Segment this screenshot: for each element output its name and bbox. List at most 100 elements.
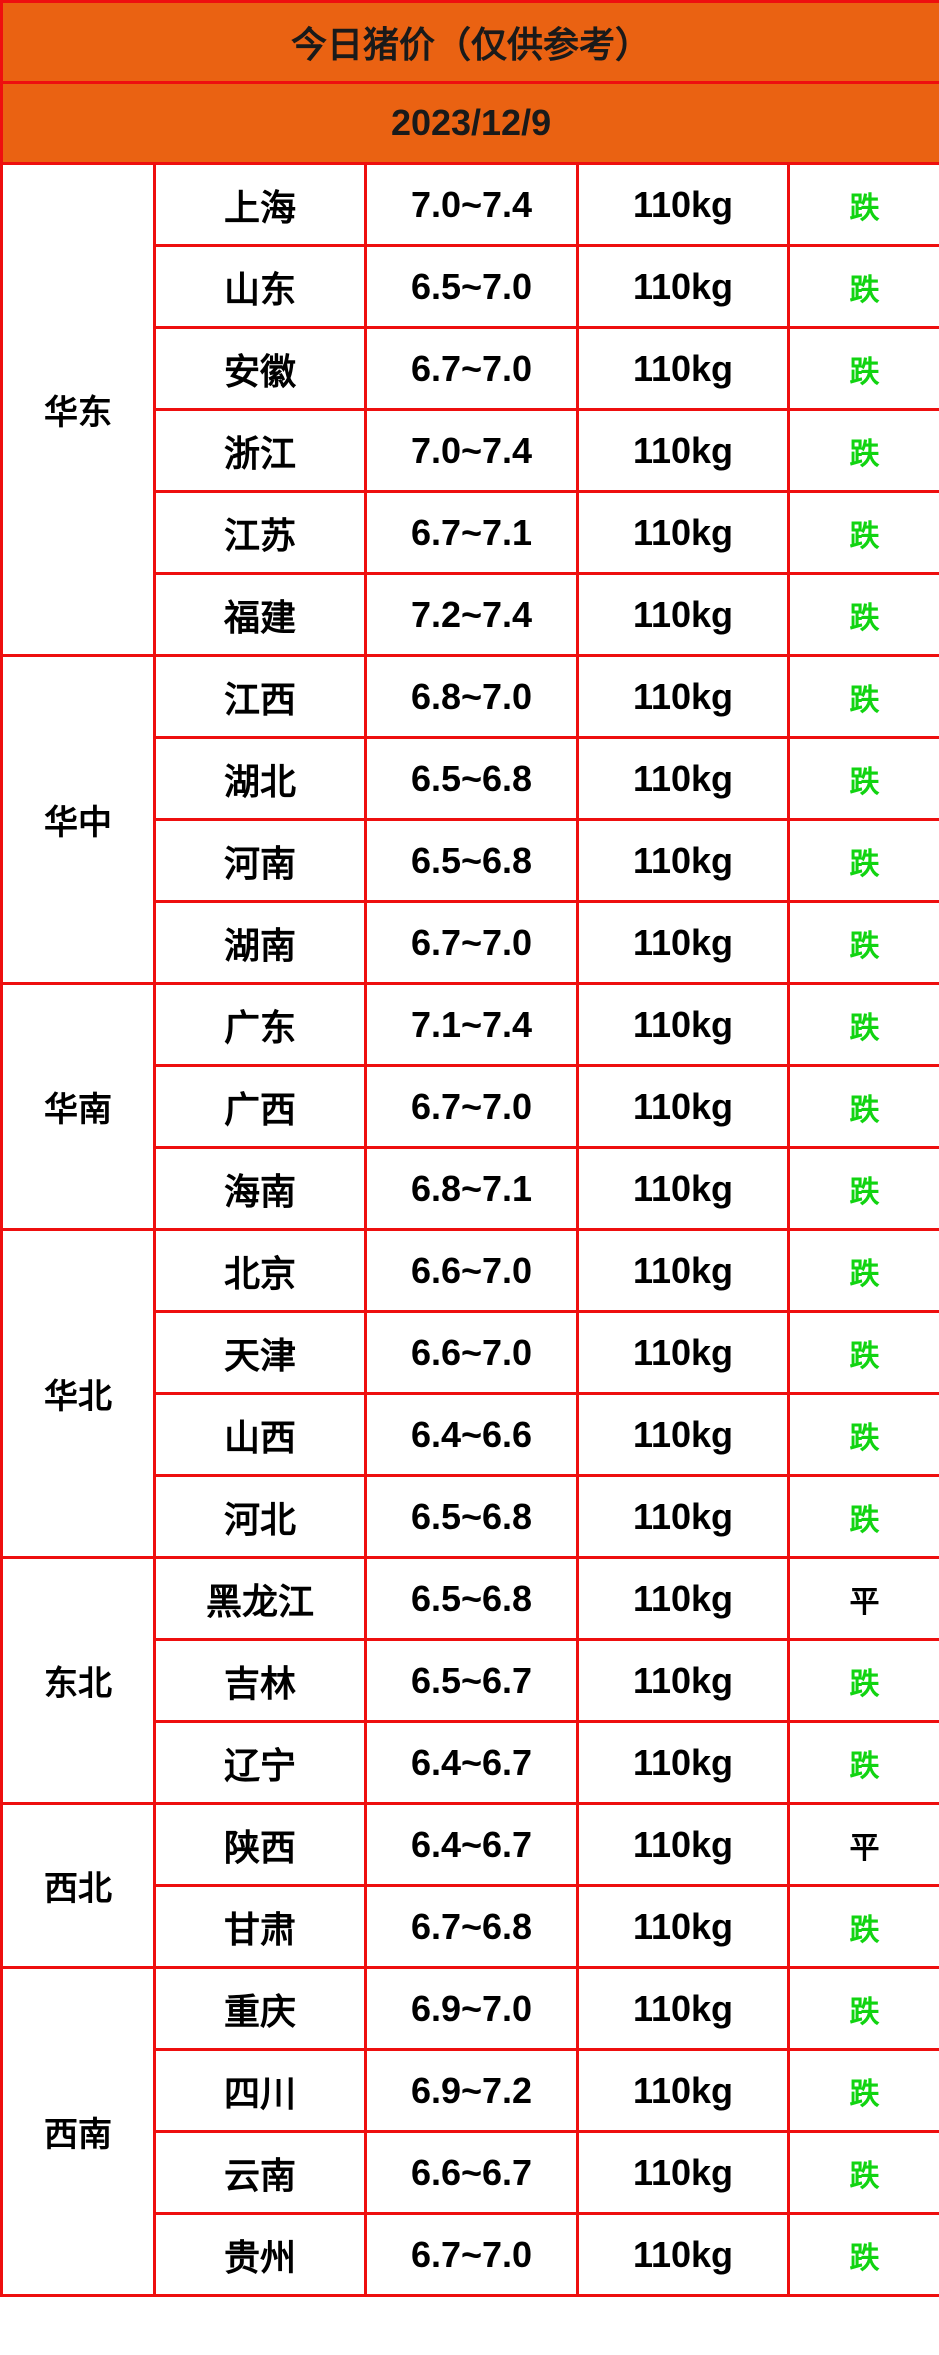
province-cell: 江苏 <box>153 490 367 575</box>
price-cell: 7.0~7.4 <box>364 162 579 247</box>
table-row: 华东 上海 7.0~7.4 110kg 跌 <box>0 162 939 657</box>
title-row: 今日猪价（仅供参考） <box>0 0 939 84</box>
province-cell: 江西 <box>153 654 367 739</box>
province-cell: 吉林 <box>153 1638 367 1723</box>
date-row: 2023/12/9 <box>0 81 939 165</box>
weight-cell: 110kg <box>576 982 790 1067</box>
trend-cell: 跌 <box>786 2048 939 2133</box>
weight-cell: 110kg <box>576 654 790 739</box>
trend-cell: 平 <box>786 1802 939 1887</box>
province-cell: 湖北 <box>153 736 367 821</box>
table-row: 湖南 6.7~7.0 110kg 跌 <box>2 900 939 985</box>
trend-cell: 跌 <box>786 1392 939 1477</box>
province-cell: 河南 <box>153 818 367 903</box>
trend-cell: 跌 <box>786 818 939 903</box>
trend-cell: 跌 <box>786 1638 939 1723</box>
price-cell: 6.5~7.0 <box>364 244 579 329</box>
province-cell: 云南 <box>153 2130 367 2215</box>
province-cell: 安徽 <box>153 326 367 411</box>
table-row: 浙江 7.0~7.4 110kg 跌 <box>2 408 939 493</box>
weight-cell: 110kg <box>576 1638 790 1723</box>
table-date: 2023/12/9 <box>0 81 939 165</box>
weight-cell: 110kg <box>576 1310 790 1395</box>
table-row: 湖北 6.5~6.8 110kg 跌 <box>2 736 939 821</box>
price-cell: 6.4~6.7 <box>364 1802 579 1887</box>
weight-cell: 110kg <box>576 162 790 247</box>
weight-cell: 110kg <box>576 2048 790 2133</box>
table-row: 华南 广东 7.1~7.4 110kg 跌 <box>0 982 939 1231</box>
price-cell: 6.7~7.0 <box>364 2212 579 2297</box>
trend-cell: 平 <box>786 1556 939 1641</box>
price-cell: 6.4~6.7 <box>364 1720 579 1805</box>
table-title: 今日猪价（仅供参考） <box>0 0 939 84</box>
table-row: 西南 重庆 6.9~7.0 110kg 跌 <box>0 1966 939 2297</box>
table-row: 安徽 6.7~7.0 110kg 跌 <box>2 326 939 411</box>
table-row: 河南 6.5~6.8 110kg 跌 <box>2 818 939 903</box>
table-row: 山东 6.5~7.0 110kg 跌 <box>2 244 939 329</box>
weight-cell: 110kg <box>576 1556 790 1641</box>
trend-cell: 跌 <box>786 162 939 247</box>
trend-cell: 跌 <box>786 244 939 329</box>
weight-cell: 110kg <box>576 1720 790 1805</box>
table-row: 河北 6.5~6.8 110kg 跌 <box>2 1474 939 1559</box>
price-cell: 6.5~6.8 <box>364 1474 579 1559</box>
table-row: 西北 陕西 6.4~6.7 110kg 平 <box>0 1802 939 1969</box>
trend-cell: 跌 <box>786 1474 939 1559</box>
region-cell: 华东 <box>0 162 156 657</box>
weight-cell: 110kg <box>576 736 790 821</box>
region-cell: 华南 <box>0 982 156 1231</box>
table-row: 山西 6.4~6.6 110kg 跌 <box>2 1392 939 1477</box>
trend-cell: 跌 <box>786 982 939 1067</box>
province-cell: 贵州 <box>153 2212 367 2297</box>
price-cell: 6.4~6.6 <box>364 1392 579 1477</box>
weight-cell: 110kg <box>576 1884 790 1969</box>
table-row: 福建 7.2~7.4 110kg 跌 <box>2 572 939 657</box>
region-cell: 东北 <box>0 1556 156 1805</box>
province-cell: 山西 <box>153 1392 367 1477</box>
weight-cell: 110kg <box>576 1228 790 1313</box>
province-cell: 四川 <box>153 2048 367 2133</box>
province-cell: 福建 <box>153 572 367 657</box>
trend-cell: 跌 <box>786 654 939 739</box>
price-cell: 6.5~6.8 <box>364 1556 579 1641</box>
region-cell: 华中 <box>0 654 156 985</box>
table-row: 华北 北京 6.6~7.0 110kg 跌 <box>0 1228 939 1559</box>
table-row: 广西 6.7~7.0 110kg 跌 <box>2 1064 939 1149</box>
price-cell: 6.7~7.0 <box>364 326 579 411</box>
price-cell: 6.7~7.0 <box>364 900 579 985</box>
province-cell: 天津 <box>153 1310 367 1395</box>
trend-cell: 跌 <box>786 1966 939 2051</box>
price-cell: 7.2~7.4 <box>364 572 579 657</box>
pig-price-table: 今日猪价（仅供参考） 2023/12/9 华东 上海 7.0~7.4 110kg 跌山东… <box>0 0 939 2297</box>
region-cell: 西北 <box>0 1802 156 1969</box>
weight-cell: 110kg <box>576 1146 790 1231</box>
weight-cell: 110kg <box>576 1966 790 2051</box>
weight-cell: 110kg <box>576 818 790 903</box>
weight-cell: 110kg <box>576 326 790 411</box>
trend-cell: 跌 <box>786 408 939 493</box>
table-row: 华中 江西 6.8~7.0 110kg 跌 <box>0 654 939 985</box>
price-cell: 6.8~7.1 <box>364 1146 579 1231</box>
table-row: 云南 6.6~6.7 110kg 跌 <box>2 2130 939 2215</box>
province-cell: 辽宁 <box>153 1720 367 1805</box>
table-row: 四川 6.9~7.2 110kg 跌 <box>2 2048 939 2133</box>
price-cell: 6.5~6.7 <box>364 1638 579 1723</box>
weight-cell: 110kg <box>576 900 790 985</box>
province-cell: 广西 <box>153 1064 367 1149</box>
province-cell: 重庆 <box>153 1966 367 2051</box>
table-row: 贵州 6.7~7.0 110kg 跌 <box>2 2212 939 2297</box>
trend-cell: 跌 <box>786 900 939 985</box>
weight-cell: 110kg <box>576 408 790 493</box>
province-cell: 上海 <box>153 162 367 247</box>
trend-cell: 跌 <box>786 736 939 821</box>
trend-cell: 跌 <box>786 1884 939 1969</box>
price-cell: 6.5~6.8 <box>364 818 579 903</box>
trend-cell: 跌 <box>786 572 939 657</box>
weight-cell: 110kg <box>576 1392 790 1477</box>
price-cell: 7.0~7.4 <box>364 408 579 493</box>
trend-cell: 跌 <box>786 326 939 411</box>
price-cell: 6.9~7.2 <box>364 2048 579 2133</box>
province-cell: 甘肃 <box>153 1884 367 1969</box>
price-cell: 6.5~6.8 <box>364 736 579 821</box>
price-cell: 6.6~7.0 <box>364 1228 579 1313</box>
